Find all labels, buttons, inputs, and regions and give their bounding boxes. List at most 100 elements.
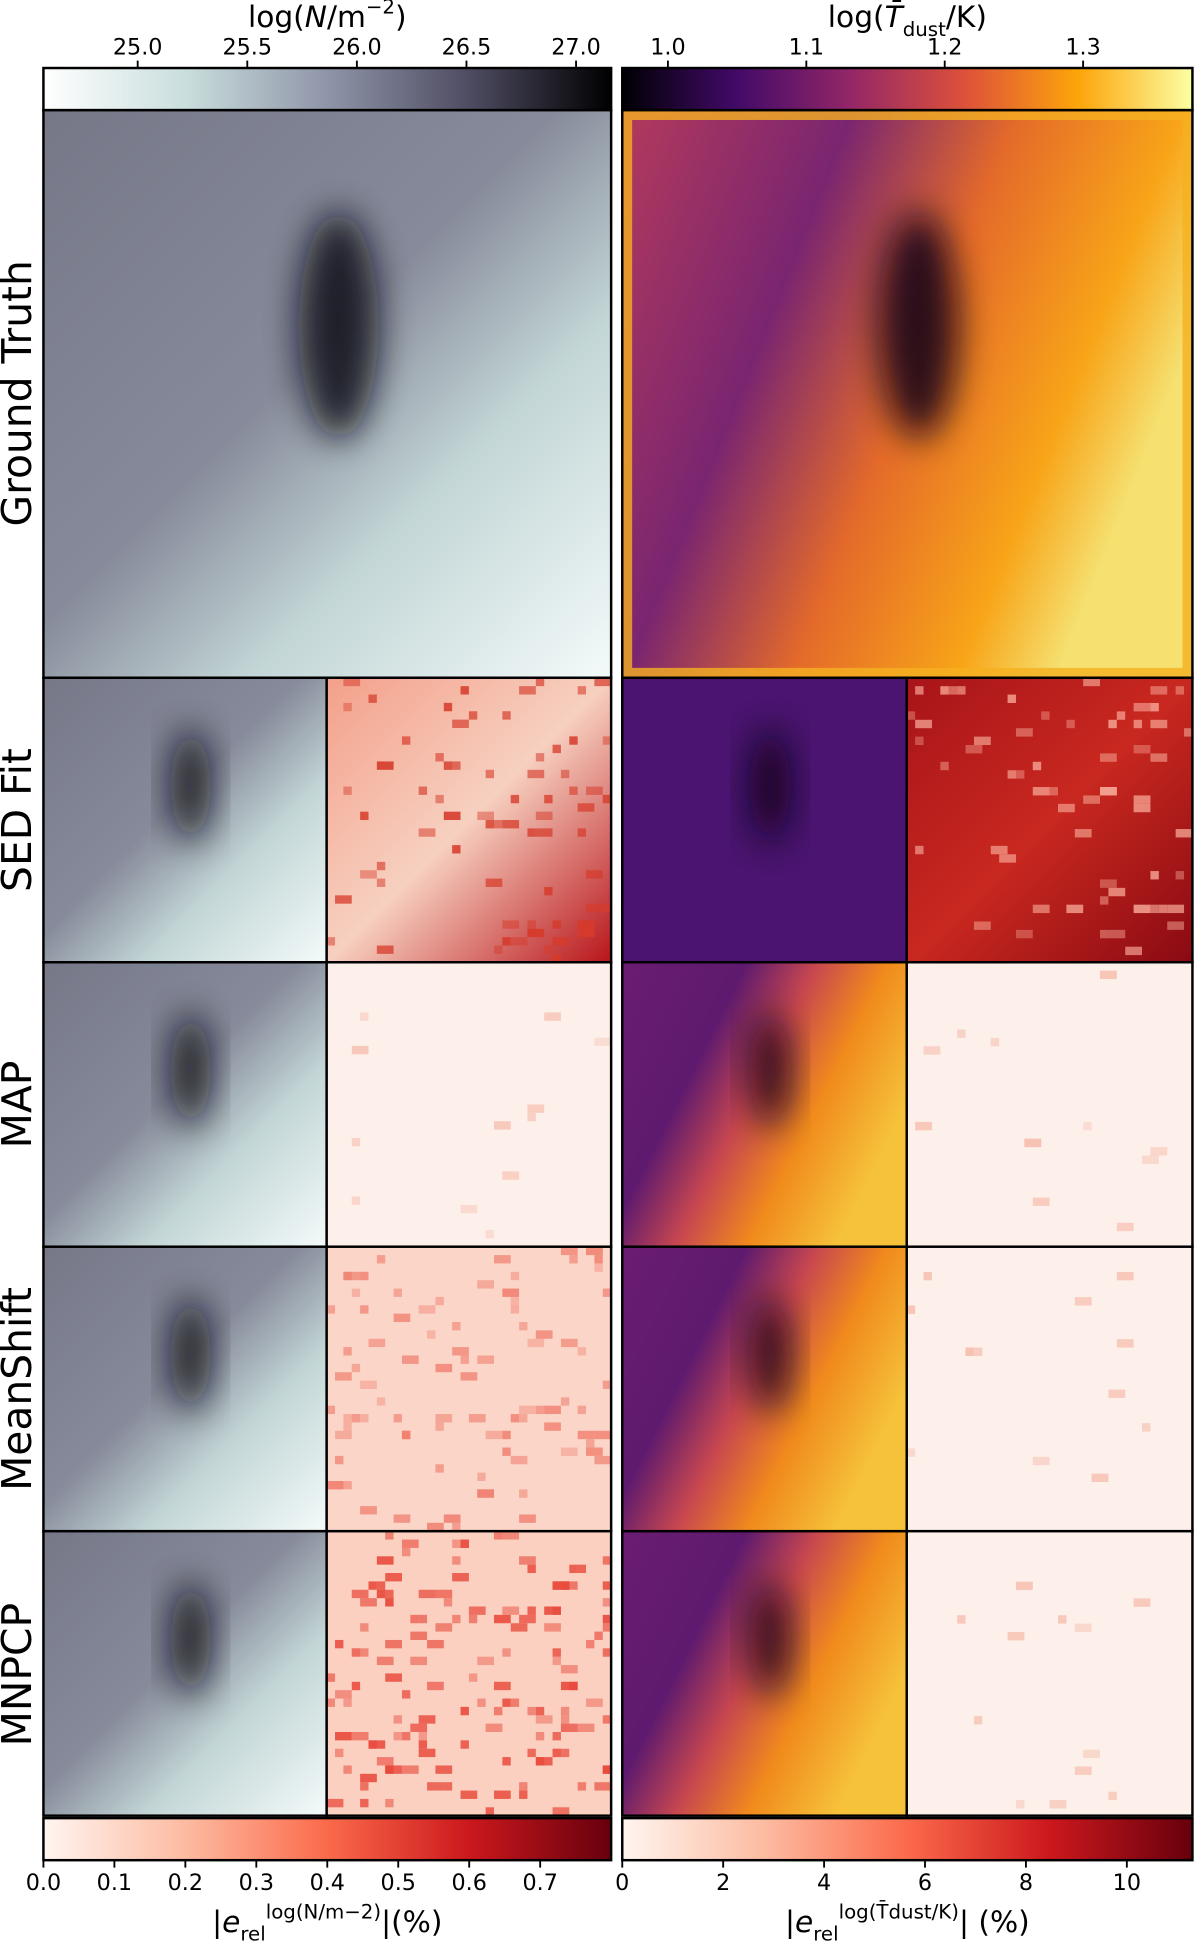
speckle (351, 1648, 369, 1657)
speckle (443, 761, 453, 770)
panel-frame (905, 1529, 1194, 1817)
speckle (544, 1623, 561, 1632)
speckle (965, 1347, 983, 1356)
speckle (401, 1355, 419, 1364)
speckle (602, 1648, 612, 1657)
speckle (552, 1648, 561, 1657)
speckle (1091, 1473, 1109, 1483)
speckle (1150, 904, 1159, 914)
speckle (586, 1246, 603, 1256)
speckle (1083, 795, 1101, 804)
speckle (577, 920, 595, 929)
speckle (527, 920, 536, 929)
speckle (485, 1430, 503, 1440)
speckle (560, 1338, 578, 1348)
speckle (401, 736, 411, 745)
speckle (594, 903, 612, 913)
speckle (602, 1556, 612, 1565)
speckle (1108, 929, 1126, 939)
speckle (990, 845, 1008, 855)
speckle (552, 1748, 570, 1758)
row-label: MNPCP (0, 1603, 41, 1746)
axis-label-part: /m (327, 0, 366, 34)
speckle (393, 1715, 402, 1724)
tick-label: 0.1 (97, 1870, 132, 1896)
axis-label: log(T̄dust/K) (828, 0, 987, 41)
panel-rim (622, 110, 1193, 678)
speckle (502, 820, 520, 829)
speckle (1125, 946, 1143, 956)
speckle (443, 811, 461, 821)
speckle (360, 1506, 377, 1515)
image-panel (326, 1246, 612, 1532)
speckle (915, 1121, 932, 1131)
speckle (1150, 1147, 1168, 1156)
speckle (544, 1012, 561, 1021)
speckle (393, 1514, 411, 1523)
speckle (1083, 677, 1101, 687)
speckle (1007, 1632, 1025, 1641)
speckle (452, 1556, 461, 1565)
speckle (335, 895, 352, 904)
speckle (560, 1581, 578, 1590)
image-panel (43, 677, 327, 963)
speckle (326, 937, 336, 946)
speckle (502, 1430, 511, 1440)
speckle (452, 719, 469, 728)
speckle (435, 1623, 453, 1632)
speckle (1066, 719, 1075, 729)
speckle (544, 886, 553, 896)
image-panel (622, 110, 1193, 678)
speckle (577, 803, 595, 812)
speckle (477, 1472, 486, 1481)
speckle (385, 1798, 394, 1808)
speckle (1175, 686, 1185, 695)
speckle (443, 702, 453, 712)
speckle (335, 1731, 352, 1741)
speckle (510, 1305, 520, 1314)
dark-filament (170, 728, 211, 843)
speckle (519, 1414, 528, 1423)
speckle (1032, 787, 1050, 796)
speckle (452, 1539, 469, 1548)
tick-label: 1.3 (1065, 34, 1100, 60)
speckle (443, 761, 461, 770)
speckle (460, 1706, 469, 1716)
speckle (510, 794, 520, 804)
speckle (385, 1531, 394, 1540)
speckle (368, 1338, 386, 1348)
speckle (360, 1623, 369, 1632)
speckle (351, 1288, 361, 1297)
speckle (560, 1723, 578, 1732)
speckle (418, 1589, 436, 1599)
speckle (535, 828, 553, 837)
speckle (335, 1480, 352, 1490)
speckle (519, 1514, 536, 1523)
axis-label-part: T̄ (885, 0, 906, 34)
speckle (427, 1681, 444, 1691)
speckle (502, 1447, 511, 1456)
axis-label-part: /K) (946, 0, 987, 34)
speckle (594, 1255, 603, 1264)
speckle (460, 1204, 478, 1214)
speckle (1066, 904, 1084, 914)
speckle (1100, 896, 1109, 905)
speckle (1116, 1271, 1134, 1281)
speckle (602, 794, 612, 804)
speckle (586, 1639, 595, 1649)
image-panel (43, 1246, 327, 1532)
speckle (1100, 879, 1117, 888)
speckle (343, 1271, 352, 1281)
speckle (602, 1380, 612, 1389)
speckle (393, 1288, 402, 1297)
speckle (569, 1564, 578, 1574)
speckle (468, 1673, 478, 1682)
speckle (502, 1171, 520, 1180)
tick-label: 1.0 (650, 34, 685, 60)
axis-label-part: rel (813, 1923, 838, 1946)
row-label: SED Fit (0, 748, 41, 892)
speckle (544, 1422, 561, 1431)
axis-label-part: log( (248, 0, 305, 34)
speckle (335, 1430, 352, 1440)
